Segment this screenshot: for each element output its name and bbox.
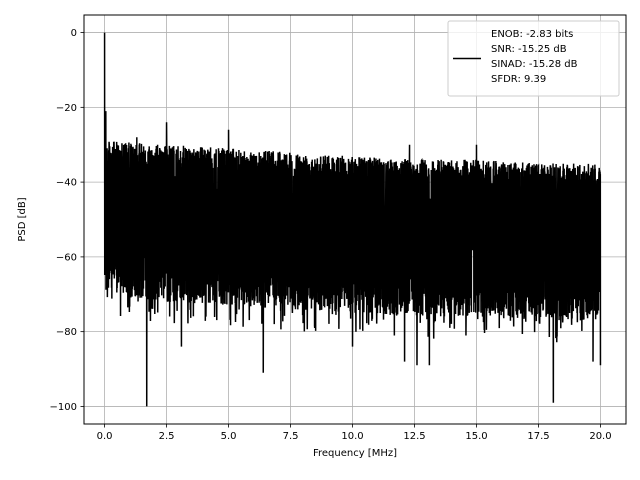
x-tick-label: 20.0 — [589, 431, 611, 442]
y-tick-label: −60 — [56, 252, 77, 263]
x-tick-label: 7.5 — [283, 431, 299, 442]
x-axis-label: Frequency [MHz] — [313, 448, 397, 459]
y-tick-label: −40 — [56, 178, 77, 189]
y-axis-label: PSD [dB] — [17, 197, 28, 241]
y-tick-label: 0 — [71, 28, 77, 39]
legend-entry-enob: ENOB: -2.83 bits — [491, 29, 573, 40]
psd-series-line — [103, 32, 602, 407]
axes-frame — [83, 14, 627, 425]
legend-entry-snr: SNR: -15.25 dB — [491, 44, 567, 55]
x-tick-label: 5.0 — [221, 431, 237, 442]
x-tick-label: 15.0 — [465, 431, 487, 442]
y-tick-label: −100 — [50, 402, 77, 413]
x-tick-label: 12.5 — [403, 431, 425, 442]
y-tick-label: −80 — [56, 327, 77, 338]
y-axis: 0 −20 −40 −60 −80 −100 — [50, 28, 84, 413]
legend-entry-sfdr: SFDR: 9.39 — [491, 74, 546, 85]
y-tick-label: −20 — [56, 103, 77, 114]
plot-area — [103, 32, 602, 407]
x-tick-label: 2.5 — [159, 431, 175, 442]
legend-entry-sinad: SINAD: -15.28 dB — [491, 59, 578, 70]
legend: ENOB: -2.83 bits SNR: -15.25 dB SINAD: -… — [447, 20, 620, 97]
x-tick-label: 17.5 — [527, 431, 549, 442]
legend-box — [447, 20, 620, 97]
x-tick-label: 0.0 — [97, 431, 113, 442]
x-tick-label: 10.0 — [341, 431, 363, 442]
x-axis: 0.0 2.5 5.0 7.5 10.0 12.5 15.0 17.5 20.0 — [97, 424, 612, 442]
